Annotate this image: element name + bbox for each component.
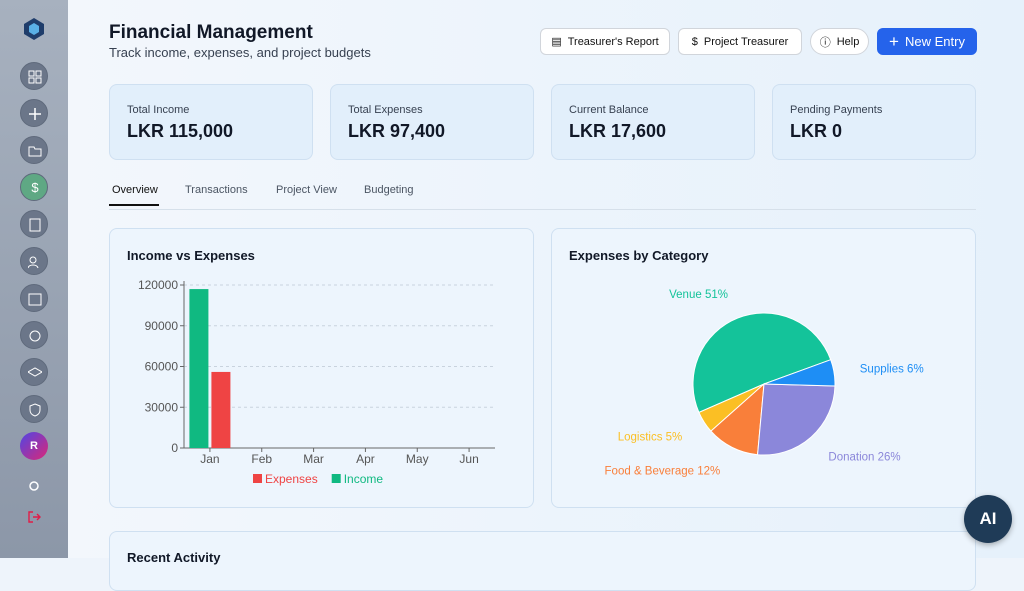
nav-education[interactable] xyxy=(20,358,48,386)
nav-add[interactable] xyxy=(20,99,48,127)
pie-slice xyxy=(757,383,836,456)
button-label: New Entry xyxy=(904,34,965,49)
button-label: Help xyxy=(836,35,860,48)
x-tick-label: Mar xyxy=(303,452,324,466)
nav-calendar[interactable] xyxy=(20,284,48,312)
slice-label: Food & Beverage 12% xyxy=(605,466,721,478)
legend-label: Income xyxy=(344,472,384,486)
nav-security[interactable] xyxy=(20,395,48,423)
slice-label: Donation 26% xyxy=(828,452,900,464)
stat-label: Current Balance xyxy=(569,104,649,116)
button[interactable]: + New Entry xyxy=(877,28,977,55)
slice-label: Logistics 5% xyxy=(618,431,683,443)
y-tick-label: 0 xyxy=(171,441,178,455)
chart-card: Expenses by Category Venue 51% Logistics 5… xyxy=(551,228,976,508)
ai-assistant[interactable]: AI xyxy=(964,495,1012,543)
chart-title: Expenses by Category xyxy=(569,248,709,263)
stat-value: LKR 97,400 xyxy=(348,121,446,141)
tab[interactable]: Transactions xyxy=(185,184,248,196)
tab[interactable]: Project View xyxy=(276,184,337,196)
tab[interactable]: Overview xyxy=(112,184,158,196)
tab[interactable]: Budgeting xyxy=(364,184,414,196)
sidebar: $ R xyxy=(0,0,68,558)
x-tick-label: Feb xyxy=(251,452,272,466)
x-tick-label: Jun xyxy=(459,452,478,466)
button[interactable]: ▤ Treasurer's Report xyxy=(540,28,670,55)
stat-card: Current Balance LKR 17,600 xyxy=(551,84,755,160)
nav-finance[interactable]: $ xyxy=(20,173,48,201)
bar xyxy=(211,371,231,448)
stat-value: LKR 17,600 xyxy=(569,121,667,141)
chart-card: Income vs Expenses 0 30000 60000 90000 120000… xyxy=(109,228,534,508)
nav-dashboard[interactable] xyxy=(20,62,48,90)
stat-label: Pending Payments xyxy=(790,104,883,116)
avatar[interactable]: R xyxy=(20,432,48,460)
nav-folder[interactable] xyxy=(20,136,48,164)
x-tick-label: Apr xyxy=(356,452,375,466)
legend-swatch xyxy=(253,474,262,483)
bar-chart: Income vs Expenses 0 30000 60000 90000 120000… xyxy=(127,248,495,486)
chart-title: Income vs Expenses xyxy=(127,248,255,263)
settings-icon[interactable] xyxy=(27,479,41,493)
x-tick-label: Jan xyxy=(200,452,219,466)
logo xyxy=(24,18,44,40)
stat-card: Total Expenses LKR 97,400 xyxy=(330,84,534,160)
stat-label: Total Expenses xyxy=(348,104,423,116)
svg-text:$: $ xyxy=(31,181,39,195)
stat-value: LKR 115,000 xyxy=(127,121,234,141)
y-tick-label: 60000 xyxy=(145,360,179,374)
logout-icon[interactable] xyxy=(27,510,41,524)
y-tick-label: 120000 xyxy=(138,278,178,292)
nav-users[interactable] xyxy=(20,247,48,275)
pie-slice xyxy=(692,312,832,414)
slice-label: Venue 51% xyxy=(669,289,728,301)
button-label: Project Treasurer xyxy=(703,35,789,48)
button[interactable]: $ Project Treasurer xyxy=(678,28,802,55)
button[interactable]: ⓘ Help xyxy=(810,28,869,55)
nav-docs[interactable] xyxy=(20,210,48,238)
stat-card: Pending Payments LKR 0 xyxy=(772,84,976,160)
y-tick-label: 90000 xyxy=(145,319,179,333)
pie-chart: Expenses by Category Venue 51% Logistics 5… xyxy=(569,248,924,478)
legend-swatch xyxy=(331,474,341,483)
stat-label: Total Income xyxy=(127,104,190,116)
page-subtitle: Track income, expenses, and project budg… xyxy=(109,45,371,60)
page-title: Financial Management xyxy=(109,22,313,43)
tab-indicator xyxy=(109,204,159,206)
slice-label: Supplies 6% xyxy=(860,363,924,375)
stat-card: Total Income LKR 115,000 xyxy=(109,84,313,160)
stat-value: LKR 0 xyxy=(790,121,843,141)
activity-card: Recent Activity xyxy=(109,531,976,591)
divider xyxy=(109,209,976,210)
bar xyxy=(189,289,209,448)
y-tick-label: 30000 xyxy=(145,400,179,414)
button-label: Treasurer's Report xyxy=(567,35,659,48)
legend-label: Expenses xyxy=(265,472,318,486)
nav-activity[interactable] xyxy=(20,321,48,349)
x-tick-label: May xyxy=(406,452,429,466)
pie-slice xyxy=(763,359,836,387)
